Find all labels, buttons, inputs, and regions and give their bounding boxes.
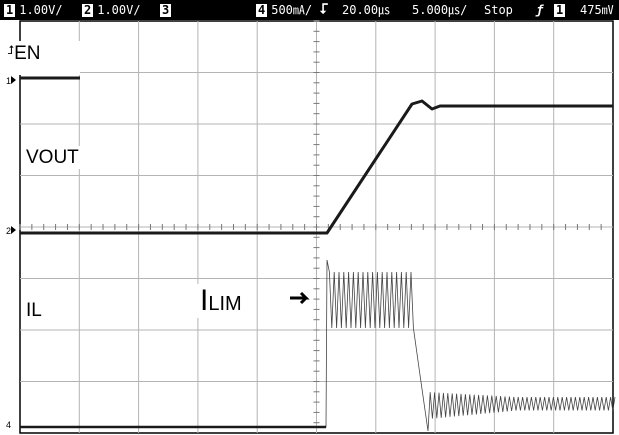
trigger-edge-icon[interactable]: ⮦ xyxy=(320,1,329,17)
trigger-channel-badge: 1 xyxy=(554,3,566,17)
ch3-readout[interactable]: 3 xyxy=(160,3,175,17)
ch4-scale-readout[interactable]: 4 500㎃/ xyxy=(256,3,312,17)
timebase-scale[interactable]: 5.000㎲/ xyxy=(412,3,468,17)
trigger-source[interactable]: 1 xyxy=(554,3,569,17)
ch1-marker-arrow-icon xyxy=(11,76,16,84)
ilim-subscript: LIM xyxy=(208,293,242,315)
vout-label: VOUT xyxy=(24,146,81,169)
ch2-ground-marker: 2 xyxy=(6,226,11,236)
ch4-badge: 4 xyxy=(256,3,268,17)
ch2-badge: 2 xyxy=(82,3,94,17)
timebase-position[interactable]: 20.00㎲ xyxy=(342,3,391,17)
ch2-scale-readout[interactable]: 2 1.00V/ xyxy=(82,3,141,17)
ch3-badge: 3 xyxy=(160,3,172,17)
ch2-scale-text: 1.00V/ xyxy=(97,3,141,17)
ch1-scale-text: 1.00V/ xyxy=(19,3,63,17)
run-state[interactable]: Stop xyxy=(484,3,513,17)
ch4-ground-marker: 4 xyxy=(6,420,11,430)
ch4-scale-text: 500㎃/ xyxy=(271,3,313,17)
ch2-marker-arrow-icon xyxy=(11,226,16,234)
vout-trace xyxy=(20,99,613,235)
trigger-level[interactable]: 475㎷ xyxy=(580,3,614,17)
ilim-arrow-icon xyxy=(290,291,310,305)
trigger-point-icon: ⮥ xyxy=(7,43,15,57)
il-label: IL xyxy=(24,299,44,322)
en-label-text: EN xyxy=(14,43,41,64)
traces xyxy=(20,76,616,432)
ch1-ground-marker: 1 xyxy=(6,76,11,86)
rising-slope-icon[interactable]: ƒ xyxy=(536,3,544,17)
ch1-badge: 1 xyxy=(4,3,16,17)
ilim-main: I xyxy=(200,284,209,317)
ilim-label: ILIM xyxy=(196,284,246,318)
status-toolbar: 1 1.00V/ 2 1.00V/ 3 4 500㎃/ ⮦ 20.00㎲ 5.000㎲… xyxy=(0,0,619,20)
ch1-scale-readout[interactable]: 1 1.00V/ xyxy=(4,3,63,17)
channel-markers: 1 2 4 xyxy=(6,76,16,430)
waveform-display[interactable]: 1 2 4 xyxy=(0,20,619,435)
il-trace xyxy=(20,259,616,432)
en-label: ⮥EN xyxy=(4,41,80,75)
grid xyxy=(19,20,614,434)
